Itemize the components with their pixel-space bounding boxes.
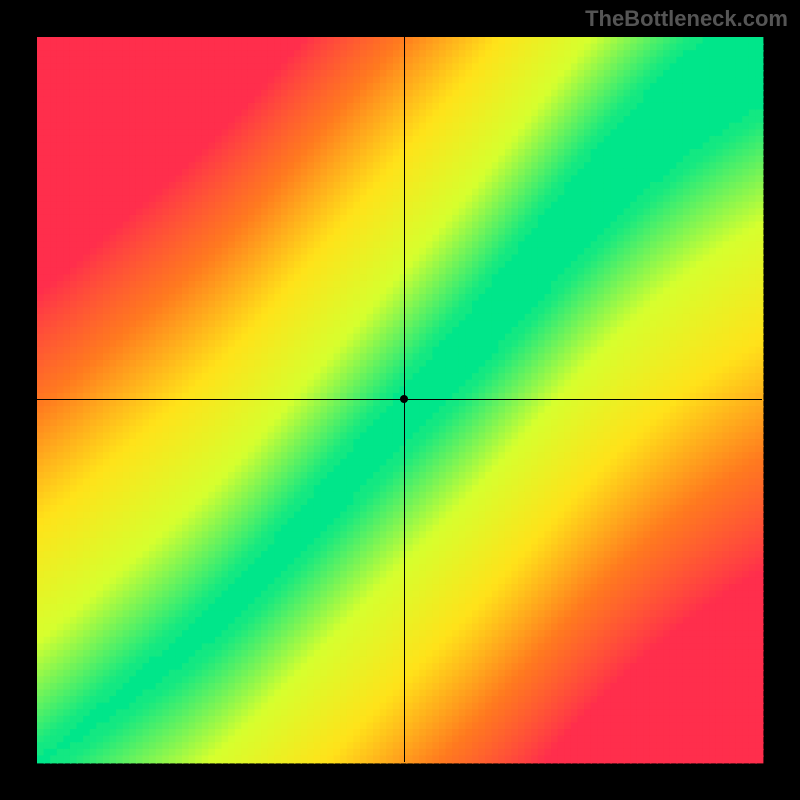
chart-container: TheBottleneck.com <box>0 0 800 800</box>
watermark-text: TheBottleneck.com <box>585 6 788 32</box>
crosshair-dot <box>400 395 408 403</box>
